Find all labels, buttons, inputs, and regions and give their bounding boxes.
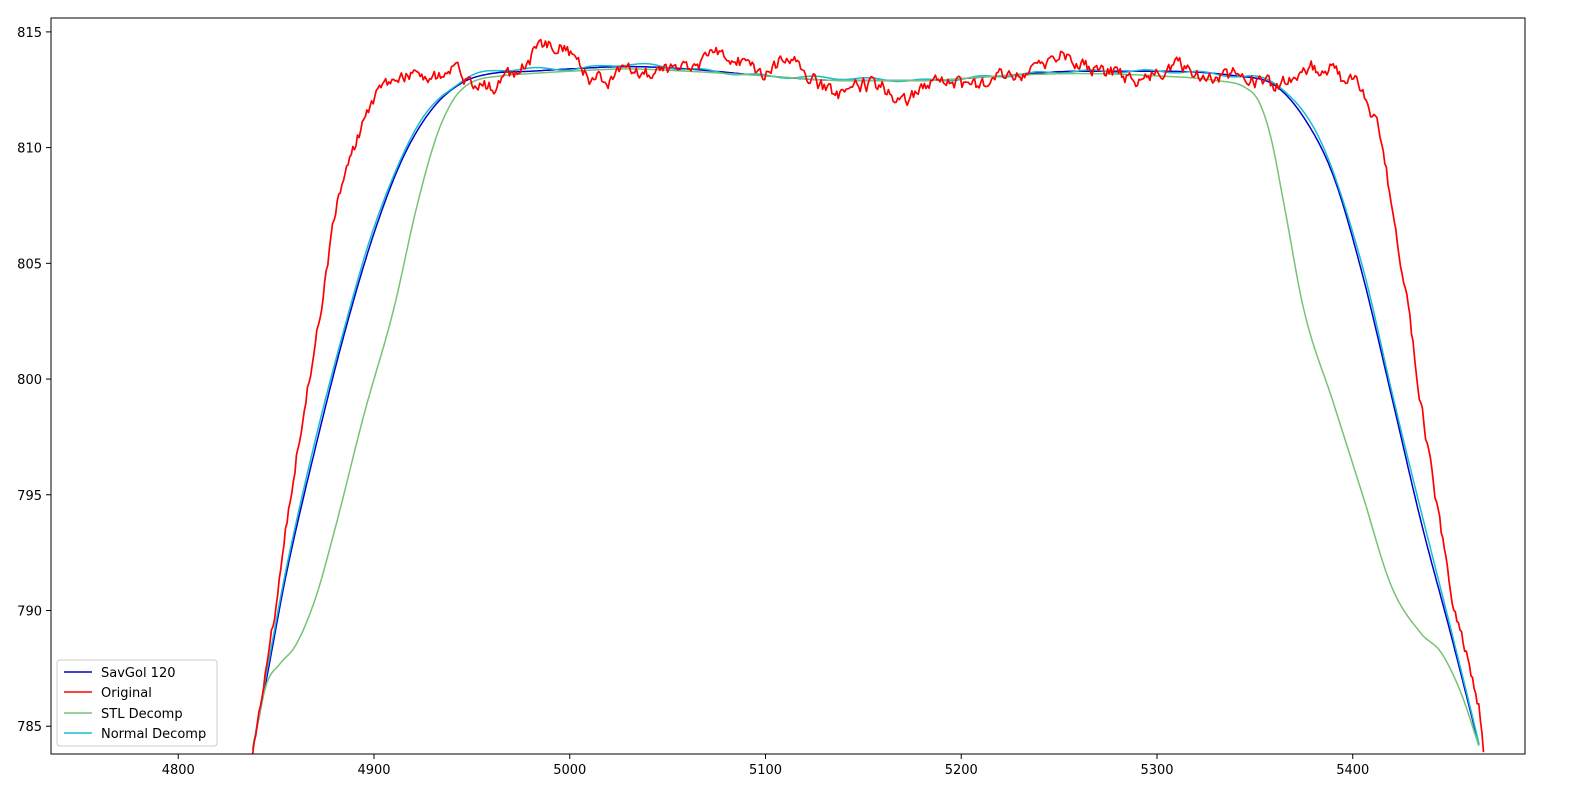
legend-label-normal: Normal Decomp bbox=[101, 727, 206, 742]
x-tick-label: 5400 bbox=[1336, 763, 1369, 778]
y-tick-label: 785 bbox=[17, 720, 42, 735]
y-tick-label: 805 bbox=[17, 257, 42, 272]
y-tick-label: 795 bbox=[17, 489, 42, 504]
y-tick-label: 790 bbox=[17, 605, 42, 620]
legend: SavGol 120 Original STL Decomp Normal De… bbox=[57, 660, 217, 746]
y-tick-label: 800 bbox=[17, 373, 42, 388]
y-tick-label: 810 bbox=[17, 142, 42, 157]
legend-label-stl: STL Decomp bbox=[101, 707, 183, 722]
x-tick-label: 5000 bbox=[553, 763, 586, 778]
x-tick-label: 4800 bbox=[162, 763, 195, 778]
legend-label-savgol: SavGol 120 bbox=[101, 666, 176, 681]
x-tick-label: 5100 bbox=[749, 763, 782, 778]
x-tick-label: 5300 bbox=[1140, 763, 1173, 778]
legend-label-original: Original bbox=[101, 686, 152, 701]
y-tick-label: 815 bbox=[17, 26, 42, 41]
x-tick-label: 5200 bbox=[945, 763, 978, 778]
x-tick-label: 4900 bbox=[357, 763, 390, 778]
